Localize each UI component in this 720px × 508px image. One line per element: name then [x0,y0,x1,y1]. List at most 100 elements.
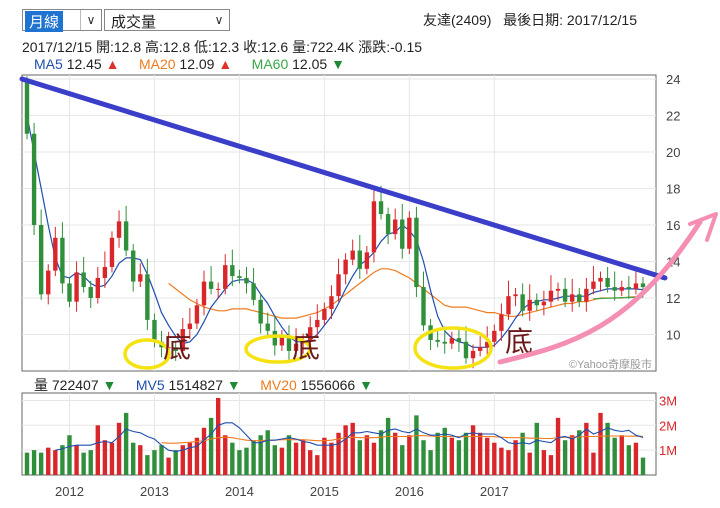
ma5-line [26,115,644,348]
candle-body [46,270,51,295]
candle-body [152,319,157,342]
volume-bar [237,450,242,475]
volume-bar [470,425,476,475]
candle-body [598,277,603,282]
candle-body [180,329,185,351]
volume-bar [279,447,285,475]
volume-bar [598,412,603,475]
volume-bar [364,435,370,475]
candle-body [591,281,596,289]
volume-bar [605,422,610,475]
mv5-line [55,422,644,452]
period-select[interactable]: 月線 ∨ [22,9,102,32]
candle-body [633,283,639,289]
mv5-label: MV5 [135,377,165,393]
ma60-value: 12.05 [292,56,328,72]
candle-body [237,276,242,278]
volume-bar [562,440,568,475]
chevron-down-icon: ∨ [214,13,224,27]
x-tick-label: 2017 [480,484,509,499]
ma5-label: MA5 [34,56,63,72]
volume-bar [584,422,589,475]
volume-bar [152,450,157,475]
candle-body [640,283,646,288]
volume-bar [506,450,511,475]
candle-body [371,201,377,253]
volume-bar [499,447,504,475]
volume-bar [541,450,547,475]
volume-bar [555,417,561,475]
volume-bar [392,432,398,475]
volume-bar [315,455,320,475]
candle-body [230,265,235,277]
volume-tick-label: 2M [659,418,677,433]
candle-body [286,336,292,351]
candle-body [513,294,518,297]
candle-body [400,219,405,249]
volume-bar [145,455,150,475]
candle-body [293,343,299,351]
ma60-label: MA60 [251,56,289,72]
volume-bar [612,437,617,475]
volume-bar [336,432,341,475]
uptrend-arrow [497,219,703,365]
volume-bar [208,417,214,475]
candle-body [187,323,193,330]
ohlc-low: 低:12.3 [194,39,240,55]
volume-bar [272,445,278,475]
candle-body [279,336,285,346]
candle-body [208,281,214,289]
bottom-label: 底 [505,326,533,357]
watermark: ©Yahoo奇摩股市 [569,357,652,371]
volume-bar [492,442,497,475]
volume-bar [548,455,554,475]
ohlc-open: 開:12.8 [95,39,142,55]
volume-bar [293,442,299,475]
candle-body [470,350,476,359]
vol-label: 量 [34,377,48,393]
ohlc-date: 2017/12/15 [22,39,93,55]
volume-bar [81,452,86,475]
volume-bar [633,442,639,475]
candle-body [527,299,532,311]
ohlc-high: 高:12.8 [145,39,191,55]
indicator-select[interactable]: 成交量 ∨ [104,9,230,31]
mv5-dir: ▼ [226,377,241,393]
volume-bar [31,450,37,475]
price-tick-label: 16 [666,218,680,233]
volume-bar [215,397,221,475]
ohlc-volume: 量:722.4K [292,39,355,55]
stock-header: 友達(2409) 最後日期: 2017/12/15 [423,10,637,30]
volume-bar [102,440,108,475]
price-tick-label: 24 [666,72,680,87]
candle-body [38,225,44,295]
candle-body [520,294,525,311]
volume-bar [230,442,235,475]
volume-bar [329,442,334,475]
candle-body [577,294,582,302]
candle-body [477,347,483,351]
volume-bar [421,440,426,475]
volume-bar [138,445,143,475]
candle-body [570,294,575,302]
volume-bar [308,450,313,475]
candle-body [407,217,412,249]
candle-body [116,221,122,238]
volume-bar [173,450,178,475]
candle-body [145,274,150,320]
volume-bar [24,452,30,475]
candle-body [123,221,129,251]
candle-body [194,305,200,324]
candle-body [555,288,561,291]
candle-body [414,217,419,288]
volume-bar [477,432,483,475]
volume-bar [456,440,462,475]
candle-body [308,327,313,340]
x-tick-label: 2016 [395,484,424,499]
volume-bar [577,430,582,475]
volume-bar [46,447,51,475]
volume-bar [414,415,419,475]
volume-bar [131,442,136,475]
volume-bar [38,452,44,475]
